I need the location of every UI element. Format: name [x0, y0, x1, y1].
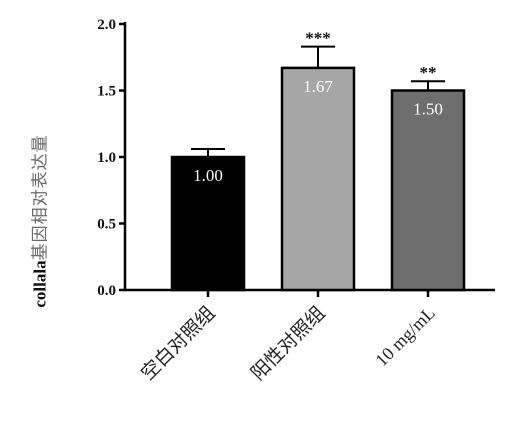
y-tick-label: 2.0	[97, 17, 116, 33]
y-tick-label: 0.0	[97, 283, 116, 299]
x-tick-label: 空白对照组	[137, 302, 220, 385]
data-label: 1.67	[303, 77, 333, 96]
x-tick-label: 10 mg/mL	[371, 303, 439, 371]
bar	[390, 89, 466, 292]
y-tick-label: 1.5	[97, 84, 116, 100]
significance-marker: ***	[305, 29, 331, 48]
data-label: 1.50	[413, 100, 443, 119]
data-label: 1.00	[193, 166, 223, 185]
bar	[280, 66, 356, 292]
y-axis-title: collala基因相对表达量	[26, 134, 51, 307]
y-tick-label: 1.0	[97, 150, 116, 166]
y-tick-label: 0.5	[97, 217, 116, 233]
y-axis-title-gene: collala	[30, 260, 50, 308]
y-axis-title-rest: 基因相对表达量	[30, 134, 51, 261]
x-tick-label: 阳性对照组	[247, 302, 330, 385]
significance-marker: **	[420, 63, 437, 82]
